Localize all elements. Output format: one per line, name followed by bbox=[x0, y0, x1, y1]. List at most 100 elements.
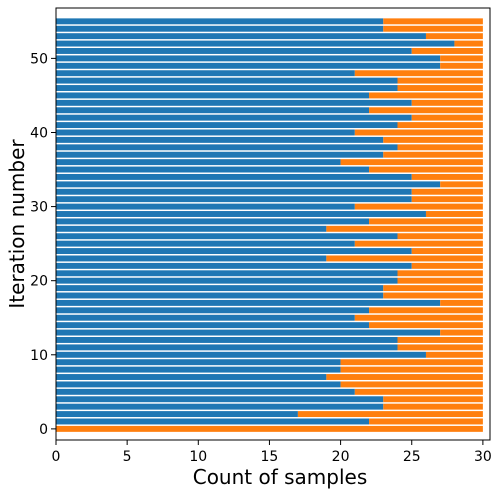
bar-iter-53-series-0 bbox=[56, 33, 426, 40]
bar-iter-13-series-1 bbox=[440, 329, 483, 336]
y-tick-label: 40 bbox=[30, 125, 48, 141]
x-axis-ticks: 0 5 10 15 20 25 30 bbox=[52, 440, 492, 465]
bar-iter-42-series-0 bbox=[56, 114, 412, 121]
bar-iter-3-series-1 bbox=[383, 403, 483, 410]
bar-iter-1-series-0 bbox=[56, 418, 370, 425]
bar-iter-24-series-1 bbox=[411, 248, 483, 255]
bar-iter-45-series-0 bbox=[56, 92, 370, 99]
bar-iter-48-series-0 bbox=[56, 70, 355, 77]
plot-frame bbox=[55, 7, 491, 441]
bar-iter-12-series-0 bbox=[56, 337, 398, 343]
bar-iter-13-series-0 bbox=[56, 329, 441, 336]
bar-iter-16-series-1 bbox=[369, 307, 483, 314]
bar-iter-31-series-1 bbox=[411, 196, 483, 203]
bar-iter-23-series-1 bbox=[326, 255, 483, 262]
bar-iter-28-series-0 bbox=[56, 218, 370, 225]
bar-iter-35-series-1 bbox=[369, 166, 483, 173]
bar-iter-36-series-1 bbox=[340, 159, 483, 166]
x-tick-label: 5 bbox=[123, 449, 132, 465]
x-tick-label: 20 bbox=[332, 449, 350, 465]
bar-iter-20-series-1 bbox=[397, 277, 483, 284]
bar-iter-11-series-0 bbox=[56, 344, 398, 351]
bar-iter-10-series-0 bbox=[56, 351, 426, 358]
bar-iter-8-series-0 bbox=[56, 366, 341, 373]
bar-iter-31-series-0 bbox=[56, 196, 412, 203]
bar-iter-26-series-0 bbox=[56, 233, 398, 240]
bar-iter-0-series-1 bbox=[56, 425, 483, 432]
bar-iter-17-series-0 bbox=[56, 299, 441, 306]
y-tick-label: 20 bbox=[30, 274, 48, 290]
bar-iter-38-series-1 bbox=[397, 144, 483, 151]
bar-iter-50-series-1 bbox=[440, 55, 483, 62]
bar-iter-5-series-1 bbox=[354, 388, 483, 395]
bar-iter-52-series-1 bbox=[454, 40, 483, 47]
bar-iter-37-series-0 bbox=[56, 151, 384, 158]
bar-iter-37-series-1 bbox=[383, 151, 483, 158]
bar-iter-12-series-1 bbox=[397, 337, 483, 343]
bar-iter-40-series-0 bbox=[56, 129, 355, 136]
bar-iter-35-series-0 bbox=[56, 166, 370, 173]
x-axis-label: Count of samples bbox=[193, 465, 368, 489]
bar-iter-51-series-1 bbox=[411, 48, 483, 54]
bar-iter-47-series-0 bbox=[56, 77, 398, 84]
bar-iter-28-series-1 bbox=[369, 218, 483, 225]
bar-iter-3-series-0 bbox=[56, 403, 384, 410]
bar-iter-6-series-1 bbox=[340, 381, 483, 388]
bar-iter-55-series-0 bbox=[56, 18, 384, 25]
bar-iter-32-series-0 bbox=[56, 188, 412, 195]
bar-iter-29-series-0 bbox=[56, 211, 426, 217]
bar-iter-39-series-1 bbox=[383, 136, 483, 143]
bar-iter-7-series-1 bbox=[326, 374, 483, 380]
bar-iter-50-series-0 bbox=[56, 55, 441, 62]
bar-iter-54-series-1 bbox=[383, 25, 483, 32]
bar-iter-32-series-1 bbox=[411, 188, 483, 195]
bar-iter-25-series-1 bbox=[354, 240, 483, 247]
bar-iter-47-series-1 bbox=[397, 77, 483, 84]
bar-iter-34-series-1 bbox=[411, 173, 483, 180]
bar-iter-14-series-1 bbox=[369, 322, 483, 329]
bar-iter-54-series-0 bbox=[56, 25, 384, 32]
x-tick-label: 15 bbox=[261, 449, 279, 465]
bar-iter-15-series-0 bbox=[56, 314, 355, 321]
bar-iter-42-series-1 bbox=[411, 114, 483, 121]
bar-iter-8-series-1 bbox=[340, 366, 483, 373]
bar-iter-43-series-1 bbox=[369, 107, 483, 114]
bar-iter-14-series-0 bbox=[56, 322, 370, 329]
bar-iter-23-series-0 bbox=[56, 255, 327, 262]
bar-iter-43-series-0 bbox=[56, 107, 370, 114]
bar-iter-46-series-1 bbox=[397, 85, 483, 91]
y-axis-label: Iteration number bbox=[5, 139, 29, 309]
bar-iter-41-series-1 bbox=[397, 122, 483, 129]
bar-iter-4-series-1 bbox=[383, 396, 483, 403]
bar-iter-30-series-0 bbox=[56, 203, 355, 210]
bar-iter-24-series-0 bbox=[56, 248, 412, 255]
y-tick-label: 10 bbox=[30, 348, 48, 364]
bar-iter-48-series-1 bbox=[354, 70, 483, 77]
bar-iter-44-series-1 bbox=[411, 99, 483, 106]
bar-iter-27-series-1 bbox=[326, 225, 483, 232]
bar-iter-10-series-1 bbox=[425, 351, 483, 358]
bar-iter-20-series-0 bbox=[56, 277, 398, 284]
bar-iter-33-series-1 bbox=[440, 181, 483, 188]
bar-iter-15-series-1 bbox=[354, 314, 483, 321]
bar-iter-38-series-0 bbox=[56, 144, 398, 151]
bar-iter-2-series-0 bbox=[56, 411, 298, 418]
bar-iter-39-series-0 bbox=[56, 136, 384, 143]
bar-iter-49-series-1 bbox=[440, 62, 483, 69]
bar-iter-6-series-0 bbox=[56, 381, 341, 388]
bar-iter-55-series-1 bbox=[383, 18, 483, 25]
bar-iter-30-series-1 bbox=[354, 203, 483, 210]
bar-iter-7-series-0 bbox=[56, 374, 327, 380]
bar-iter-19-series-0 bbox=[56, 285, 384, 292]
bar-iter-51-series-0 bbox=[56, 48, 412, 54]
x-tick-label: 0 bbox=[52, 449, 61, 465]
bar-iter-1-series-1 bbox=[369, 418, 483, 425]
bar-iter-11-series-1 bbox=[397, 344, 483, 351]
bar-iter-2-series-1 bbox=[297, 411, 483, 418]
bar-iter-5-series-0 bbox=[56, 388, 355, 395]
bar-iter-9-series-1 bbox=[340, 359, 483, 366]
y-axis-ticks: 0 10 20 30 40 50 bbox=[30, 51, 56, 438]
bar-iter-53-series-1 bbox=[425, 33, 483, 40]
bar-iter-40-series-1 bbox=[354, 129, 483, 136]
bar-iter-44-series-0 bbox=[56, 99, 412, 106]
